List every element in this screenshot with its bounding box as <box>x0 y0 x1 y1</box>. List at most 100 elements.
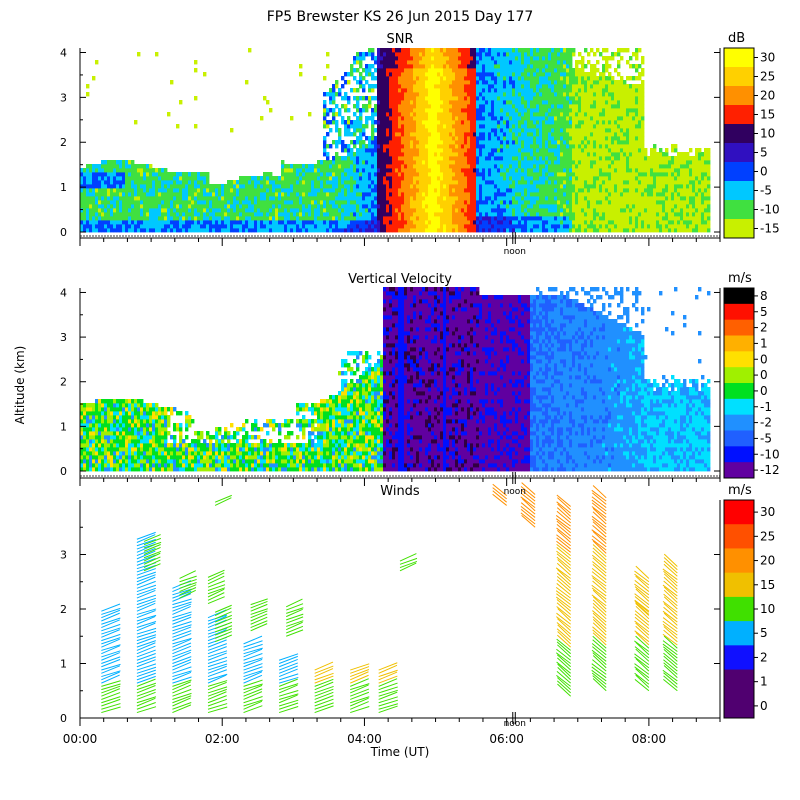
heat-cell <box>554 204 558 209</box>
heat-cell <box>497 156 501 161</box>
heat-cell <box>110 200 114 205</box>
heat-cell <box>560 176 564 181</box>
heat-cell <box>272 184 276 189</box>
heat-cell <box>350 168 354 173</box>
heat-cell <box>464 148 468 153</box>
heat-cell <box>140 212 144 217</box>
heat-cell <box>404 84 408 89</box>
heat-cell <box>557 184 561 189</box>
heat-cell <box>398 92 402 97</box>
heat-cell <box>551 108 555 113</box>
heat-cell <box>572 208 576 213</box>
heat-cell <box>410 92 414 97</box>
heat-cell <box>227 224 231 229</box>
heat-cell <box>551 128 555 133</box>
heat-cell <box>431 132 435 137</box>
heat-cell <box>332 116 336 121</box>
heat-cell <box>179 192 183 197</box>
heat-cell <box>503 204 507 209</box>
heat-cell <box>500 120 504 125</box>
heat-cell <box>368 220 372 225</box>
heat-cell <box>383 68 387 73</box>
heat-cell <box>410 100 414 105</box>
heat-cell <box>362 172 366 177</box>
heat-cell <box>479 192 483 197</box>
heat-cell <box>266 224 270 229</box>
heat-cell <box>503 76 507 81</box>
heat-cell <box>101 168 105 173</box>
heat-cell <box>191 200 195 205</box>
figure-title: FP5 Brewster KS 26 Jun 2015 Day 177 <box>267 9 534 25</box>
heat-cell <box>485 220 489 225</box>
heat-cell <box>332 164 336 169</box>
heat-cell <box>446 172 450 177</box>
heat-cell <box>461 80 465 85</box>
heat-cell <box>371 88 375 93</box>
heat-cell <box>473 84 477 89</box>
heat-cell <box>401 84 405 89</box>
heat-cell <box>104 200 108 205</box>
heat-cell <box>446 200 450 205</box>
heat-cell <box>449 84 453 89</box>
heat-cell <box>206 220 210 225</box>
heat-cell <box>203 184 207 189</box>
heat-cell <box>251 208 255 213</box>
heat-cell <box>308 220 312 225</box>
heat-cell <box>566 116 570 121</box>
heat-cell <box>200 212 204 217</box>
heat-cell <box>320 212 324 217</box>
heat-cell <box>302 168 306 173</box>
heat-cell <box>431 204 435 209</box>
heat-cell <box>344 180 348 185</box>
heat-cell <box>554 72 558 77</box>
heat-cell <box>311 200 315 205</box>
heat-cell <box>260 216 264 221</box>
heat-cell <box>452 164 456 169</box>
heat-cell <box>275 216 279 221</box>
heat-cell <box>83 168 87 173</box>
heat-cell <box>296 228 300 233</box>
heat-cell <box>506 216 510 221</box>
heat-cell <box>557 128 561 133</box>
heat-cell <box>461 108 465 113</box>
heat-cell <box>401 124 405 129</box>
heat-cell <box>275 224 279 229</box>
heat-cell <box>512 92 516 97</box>
heat-cell <box>386 120 390 125</box>
heat-cell <box>323 188 327 193</box>
heat-cell <box>338 176 342 181</box>
heat-cell <box>563 60 567 65</box>
heat-cell <box>389 48 393 53</box>
heat-cell <box>413 184 417 189</box>
heat-cell <box>539 100 543 105</box>
heat-cell <box>455 208 459 213</box>
heat-cell <box>317 212 321 217</box>
heat-cell <box>533 200 537 205</box>
heat-cell <box>239 176 243 181</box>
heat-cell <box>419 200 423 205</box>
heat-cell <box>518 164 522 169</box>
heat-cell <box>485 108 489 113</box>
heat-cell <box>113 180 117 185</box>
heat-cell <box>344 172 348 177</box>
heat-cell <box>461 72 465 77</box>
heat-cell <box>392 196 396 201</box>
heat-cell <box>371 152 375 157</box>
heat-cell <box>482 52 486 57</box>
heat-cell <box>521 100 525 105</box>
heat-cell <box>464 84 468 89</box>
heat-cell <box>290 196 294 201</box>
heat-cell <box>410 156 414 161</box>
heat-cell <box>389 148 393 153</box>
heat-cell <box>236 184 240 189</box>
heat-cell <box>185 176 189 181</box>
heat-cell <box>308 112 312 117</box>
heat-cell <box>209 188 213 193</box>
heat-cell <box>485 180 489 185</box>
heat-cell <box>113 196 117 201</box>
heat-cell <box>566 196 570 201</box>
heat-cell <box>419 48 423 53</box>
heat-cell <box>524 160 528 165</box>
heat-cell <box>254 192 258 197</box>
heat-cell <box>368 204 372 209</box>
